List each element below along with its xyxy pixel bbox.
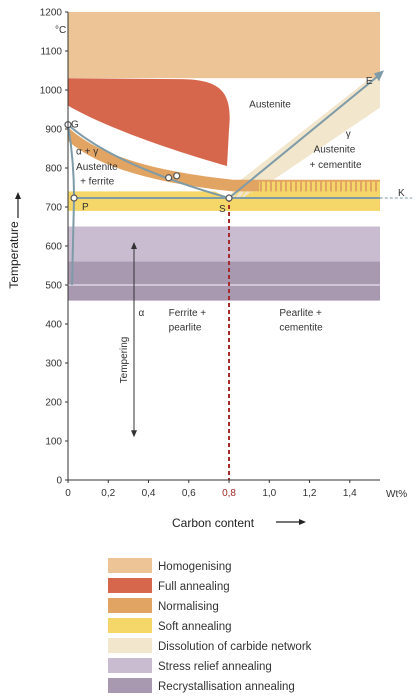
marker-dot-1 bbox=[165, 174, 173, 182]
legend-label: Recrystallisation annealing bbox=[158, 681, 295, 693]
x-tick-label: 0,2 bbox=[101, 488, 115, 499]
phase-boundaries bbox=[64, 70, 412, 480]
region-label: + ferrite bbox=[80, 176, 115, 187]
legend-swatch bbox=[108, 598, 152, 613]
region-label: Austenite bbox=[76, 162, 118, 173]
region-label: Austenite bbox=[314, 144, 356, 155]
point-label-e: E bbox=[366, 76, 373, 87]
y-tick-label: 100 bbox=[45, 437, 62, 448]
legend-label: Full annealing bbox=[158, 581, 230, 593]
band-full-annealing bbox=[68, 78, 230, 167]
y-tick-label: 700 bbox=[45, 203, 62, 214]
region-label: pearlite bbox=[169, 323, 202, 334]
region-label: γ bbox=[346, 129, 351, 140]
band-recrystallisation-annealing bbox=[68, 261, 380, 301]
point-p-marker bbox=[70, 194, 78, 202]
y-tick-label: 900 bbox=[45, 125, 62, 136]
y-tick-label: 400 bbox=[45, 320, 62, 331]
se-line bbox=[228, 73, 381, 199]
point-label-g: G bbox=[71, 120, 79, 131]
legend-label: Stress relief annealing bbox=[158, 661, 272, 673]
region-label: α bbox=[138, 308, 144, 319]
legend: Homogenising Full annealing Normalising Sof… bbox=[108, 558, 312, 693]
soft-annealing-bump bbox=[233, 191, 380, 206]
y-tick-label: 1200 bbox=[40, 8, 63, 19]
point-s-marker bbox=[225, 194, 233, 202]
y-axis-unit: °C bbox=[55, 25, 66, 36]
x-axis-title: Carbon content bbox=[172, 516, 255, 530]
normalising-hatch bbox=[259, 181, 380, 192]
x-tick-label: 1,0 bbox=[262, 488, 276, 499]
region-labels: G P S K E Austenite α + γ Austenite + ferrite γ Au… bbox=[71, 76, 405, 334]
x-tick-label: 0 bbox=[65, 488, 71, 499]
x-tick-label: 1,4 bbox=[343, 488, 357, 499]
band-homogenising bbox=[68, 12, 380, 79]
x-axis-unit: Wt% bbox=[386, 489, 407, 500]
point-label-p: P bbox=[82, 202, 89, 213]
y-tick-label: 800 bbox=[45, 164, 62, 175]
legend-swatch bbox=[108, 678, 152, 693]
x-tick-label: 0,8 bbox=[222, 488, 236, 499]
band-normalising bbox=[68, 127, 380, 192]
y-tick-label: 300 bbox=[45, 359, 62, 370]
band-dissolution-of-carbide-network bbox=[241, 78, 380, 190]
y-tick-label: 500 bbox=[45, 281, 62, 292]
tempering-label: Tempering bbox=[119, 337, 130, 384]
point-label-s: S bbox=[219, 204, 226, 215]
x-tick-label: 0,6 bbox=[182, 488, 196, 499]
heat-treatment-bands bbox=[68, 12, 380, 301]
region-label: Austenite bbox=[249, 100, 291, 111]
gs-line bbox=[67, 123, 230, 199]
point-label-k: K bbox=[398, 188, 405, 199]
region-label: α + γ bbox=[76, 146, 98, 157]
band-stress-relief-annealing bbox=[68, 226, 380, 266]
legend-swatch bbox=[108, 558, 152, 573]
legend-label: Soft annealing bbox=[158, 621, 232, 633]
x-tick-label: 1,2 bbox=[303, 488, 317, 499]
region-label: cementite bbox=[279, 323, 323, 334]
y-axis-title: Temperature bbox=[7, 221, 21, 289]
x-title-arrowhead bbox=[299, 519, 306, 525]
y-tick-label: 1100 bbox=[40, 47, 62, 58]
tempering-arrowhead-top bbox=[131, 242, 137, 249]
y-tick-label: 0 bbox=[56, 476, 62, 487]
legend-label: Dissolution of carbide network bbox=[158, 641, 312, 653]
region-label: + cementite bbox=[310, 160, 362, 171]
legend-label: Normalising bbox=[158, 601, 219, 613]
x-tick-label: 0,4 bbox=[142, 488, 156, 499]
legend-swatch bbox=[108, 618, 152, 633]
legend-swatch bbox=[108, 578, 152, 593]
legend-label: Homogenising bbox=[158, 561, 232, 573]
e-arrowhead bbox=[374, 70, 384, 82]
y-tick-label: 200 bbox=[45, 398, 62, 409]
legend-swatch bbox=[108, 658, 152, 673]
tempering-arrowhead-bottom bbox=[131, 430, 137, 438]
y-title-arrowhead bbox=[15, 192, 21, 199]
axes: 0 100 200 300 400 500 600 700 800 900 1000 1100 1200… bbox=[15, 8, 380, 525]
region-label: Pearlite + bbox=[279, 308, 322, 319]
y-tick-label: 600 bbox=[45, 242, 62, 253]
legend-swatch bbox=[108, 638, 152, 653]
y-tick-label: 1000 bbox=[40, 86, 63, 97]
marker-dot-2 bbox=[173, 172, 181, 180]
region-label: Ferrite + bbox=[169, 308, 207, 319]
